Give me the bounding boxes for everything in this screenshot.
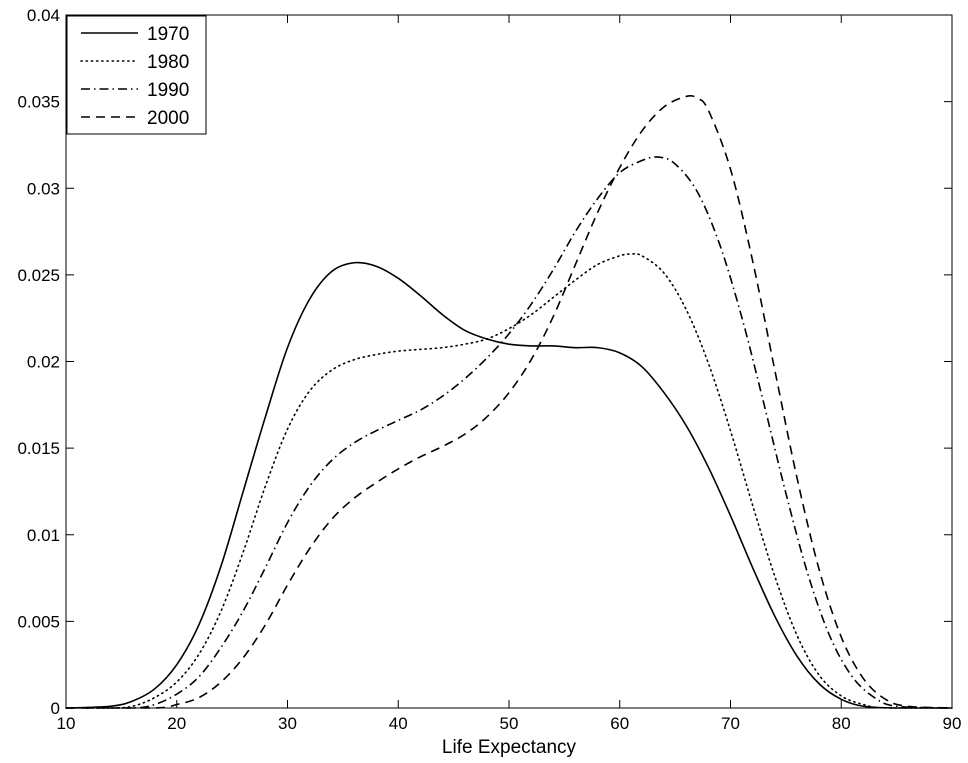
- series-line-1990: [65, 156, 953, 709]
- plot-area: [65, 14, 953, 709]
- x-tick-label: 50: [500, 714, 519, 733]
- y-tick-label: 0.005: [17, 612, 60, 631]
- y-tick-label: 0.04: [27, 6, 60, 25]
- legend-label: 1970: [147, 24, 189, 45]
- x-tick-label: 90: [943, 714, 962, 733]
- legend-box: [66, 15, 207, 135]
- series-line-2000: [65, 94, 953, 709]
- y-tick-label: 0.02: [27, 353, 60, 372]
- y-axis-ticks: 0 0.005 0.01 0.015 0.02 0.025 0.03 0.035 0.04: [17, 6, 952, 718]
- y-tick-label: 0.035: [17, 93, 60, 112]
- x-tick-label: 40: [389, 714, 408, 733]
- series-lines: [65, 94, 953, 709]
- x-tick-label: 60: [610, 714, 629, 733]
- y-tick-label: 0: [51, 699, 60, 718]
- x-tick-label: 80: [832, 714, 851, 733]
- x-tick-label: 70: [721, 714, 740, 733]
- series-line-1970: [65, 261, 952, 709]
- x-axis-label: Life Expectancy: [442, 737, 577, 758]
- legend-label: 1990: [147, 80, 189, 101]
- legend: 1970 1980 1990 2000: [66, 15, 207, 135]
- y-tick-label: 0.01: [27, 526, 60, 545]
- y-tick-label: 0.03: [27, 179, 60, 198]
- x-tick-label: 20: [167, 714, 186, 733]
- x-tick-label: 10: [57, 714, 76, 733]
- y-tick-label: 0.025: [17, 266, 60, 285]
- legend-label: 1980: [147, 52, 189, 73]
- y-tick-label: 0.015: [17, 439, 60, 458]
- legend-label: 2000: [147, 108, 189, 129]
- x-axis-ticks: 10 20 30 40 50 60 70 80 90: [57, 15, 962, 733]
- series-line-1980: [65, 252, 953, 709]
- x-tick-label: 30: [278, 714, 297, 733]
